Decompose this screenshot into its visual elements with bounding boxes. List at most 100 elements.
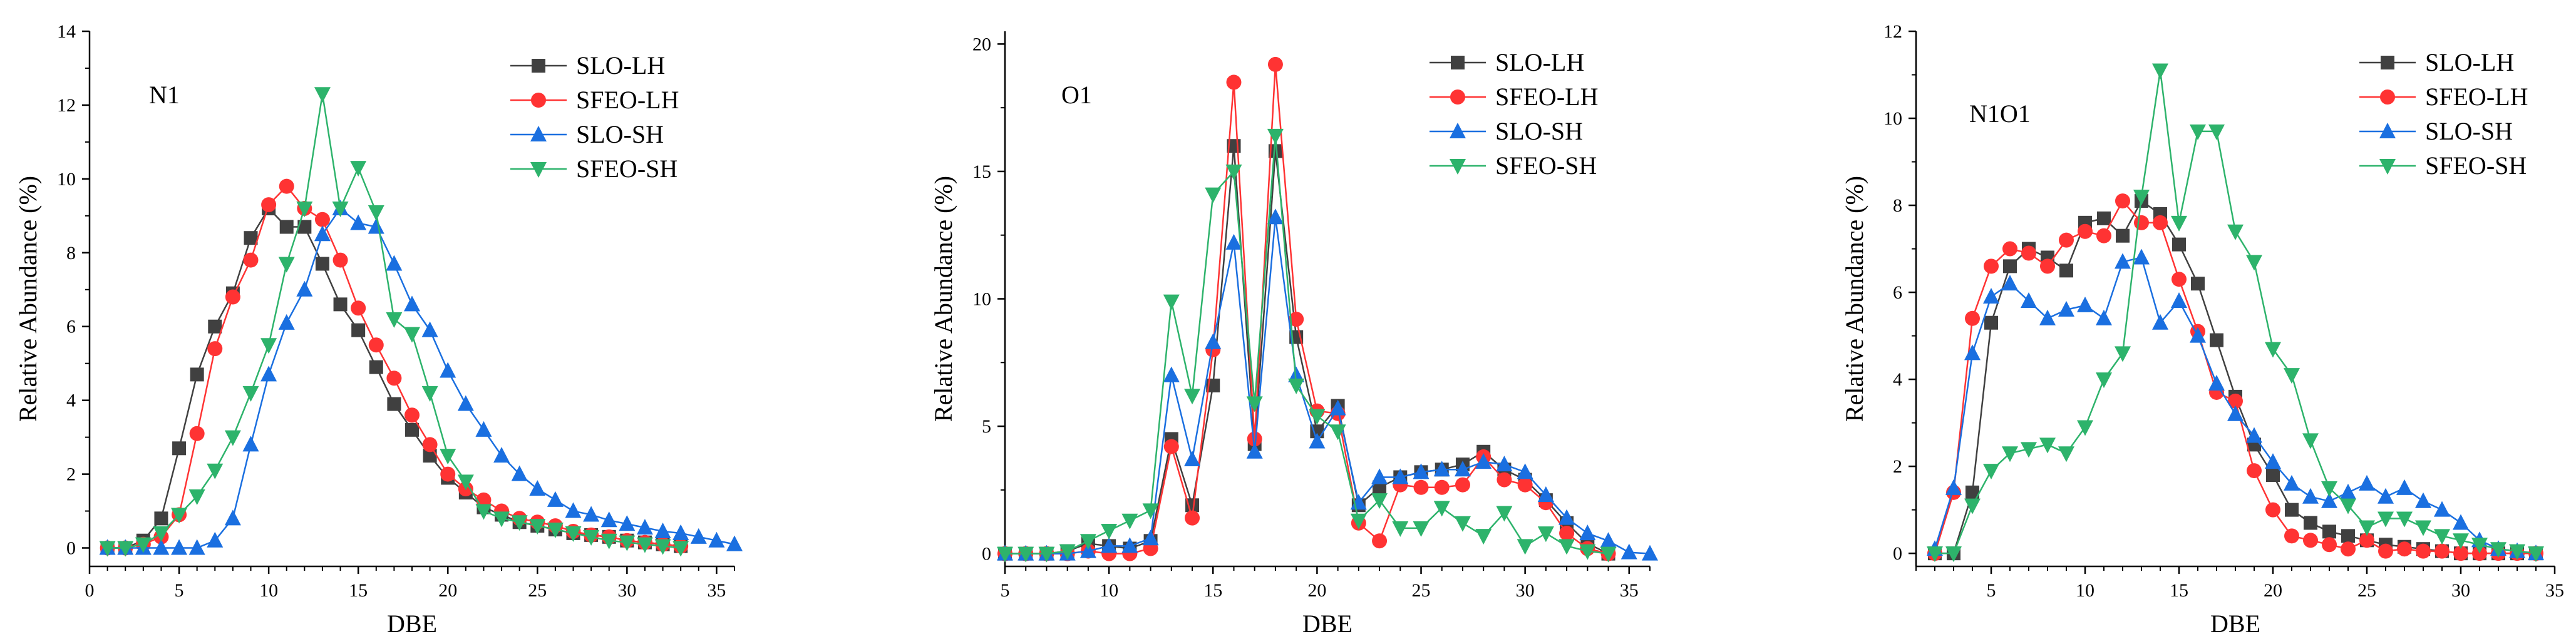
data-point xyxy=(619,515,636,531)
legend-label: SFEO-LH xyxy=(1495,83,1598,111)
data-point xyxy=(172,441,187,456)
data-point xyxy=(261,197,277,213)
data-point xyxy=(332,202,349,218)
data-point xyxy=(207,341,223,357)
y-tick-label: 15 xyxy=(972,161,991,182)
legend-marker xyxy=(530,126,547,141)
data-point xyxy=(2453,546,2468,561)
data-point xyxy=(2172,237,2186,252)
data-point xyxy=(278,257,295,273)
data-point xyxy=(2341,541,2356,557)
data-point xyxy=(296,280,313,297)
y-tick-label: 0 xyxy=(982,544,991,565)
data-point xyxy=(1642,544,1658,561)
legend-marker xyxy=(2379,159,2396,175)
series-slo-sh xyxy=(997,208,1658,561)
data-point xyxy=(99,541,116,557)
data-point xyxy=(154,511,168,526)
y-tick-label: 14 xyxy=(57,21,76,42)
legend-label: SLO-LH xyxy=(1495,48,1584,76)
data-point xyxy=(565,526,582,542)
data-point xyxy=(2304,516,2317,530)
x-tick-label: 25 xyxy=(1412,580,1431,601)
x-tick-label: 5 xyxy=(1001,580,1010,601)
data-point xyxy=(1517,477,1533,493)
data-point xyxy=(440,362,456,378)
data-point xyxy=(2208,375,2225,391)
data-point xyxy=(188,489,205,505)
data-point xyxy=(2058,300,2074,317)
y-tick-label: 0 xyxy=(1893,543,1902,564)
data-point xyxy=(583,529,600,546)
data-point xyxy=(422,437,438,452)
data-point xyxy=(1205,333,1222,349)
data-point xyxy=(1558,509,1575,525)
data-point xyxy=(1163,294,1180,310)
data-point xyxy=(2097,211,2111,225)
series-slo-lh xyxy=(1928,194,2543,561)
data-point xyxy=(404,327,420,343)
data-point xyxy=(636,519,653,535)
x-tick-label: 35 xyxy=(2545,580,2564,601)
data-point xyxy=(1184,389,1201,405)
data-point xyxy=(1038,546,1055,563)
legend-marker xyxy=(2381,56,2394,69)
data-point xyxy=(2285,503,2299,517)
y-tick-label: 12 xyxy=(57,95,76,116)
legend-marker xyxy=(530,162,547,178)
data-point xyxy=(386,371,402,386)
data-point xyxy=(2171,292,2187,308)
series-line xyxy=(1005,135,1609,555)
data-point xyxy=(2302,488,2319,504)
data-point xyxy=(654,522,671,538)
data-point xyxy=(279,178,294,194)
x-axis-title: DBE xyxy=(2210,610,2260,638)
data-point xyxy=(1371,493,1388,509)
panel-label: N1 xyxy=(149,81,180,109)
data-point xyxy=(2115,253,2131,269)
data-point xyxy=(2415,520,2431,536)
data-point xyxy=(2434,501,2450,517)
data-point xyxy=(1983,288,1999,304)
data-point xyxy=(242,436,259,452)
data-point xyxy=(1559,526,1575,541)
y-axis-title: Relative Abundance (%) xyxy=(929,176,957,422)
data-point xyxy=(135,537,152,553)
data-point xyxy=(404,295,420,312)
data-point xyxy=(1184,451,1201,466)
data-point xyxy=(1454,461,1471,477)
data-point xyxy=(1163,439,1179,454)
data-point xyxy=(368,218,384,234)
data-point xyxy=(1101,524,1118,539)
data-point xyxy=(2228,393,2243,409)
data-point xyxy=(2039,437,2056,454)
data-point xyxy=(2058,446,2074,463)
data-point xyxy=(404,407,420,423)
data-point xyxy=(1309,409,1326,425)
data-point xyxy=(1226,74,1242,90)
data-point xyxy=(2191,277,2205,291)
data-point xyxy=(405,422,419,437)
data-point xyxy=(654,539,671,555)
data-point xyxy=(242,386,259,402)
data-point xyxy=(244,231,258,245)
data-point xyxy=(2096,372,2112,389)
x-tick-label: 20 xyxy=(1307,580,1326,601)
y-axis-title: Relative Abundance (%) xyxy=(14,176,42,422)
x-tick-label: 25 xyxy=(528,580,547,601)
data-point xyxy=(1392,468,1409,484)
data-point xyxy=(2078,223,2093,239)
data-point xyxy=(1267,208,1284,225)
data-point xyxy=(2003,259,2017,273)
data-point xyxy=(314,212,330,227)
data-point xyxy=(2039,309,2056,325)
data-point xyxy=(1079,542,1096,558)
data-point xyxy=(117,541,134,557)
data-point xyxy=(1267,56,1283,72)
data-point xyxy=(333,297,348,312)
data-point xyxy=(1413,479,1429,495)
data-point xyxy=(2265,342,2281,358)
data-point xyxy=(2284,368,2300,384)
data-point xyxy=(457,395,474,411)
